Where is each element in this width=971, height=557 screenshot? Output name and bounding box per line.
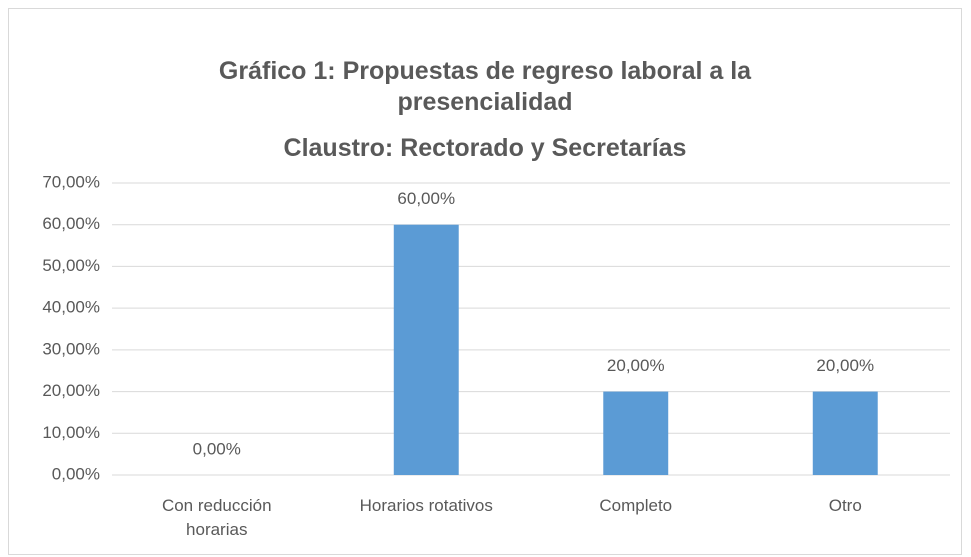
y-tick-label: 20,00% <box>42 381 100 400</box>
chart-frame <box>8 8 962 555</box>
y-tick-label: 70,00% <box>42 172 100 191</box>
bar <box>393 224 459 475</box>
bar <box>812 391 878 475</box>
chart-title: Gráfico 1: Propuestas de regreso laboral… <box>218 57 752 116</box>
bar <box>603 391 669 475</box>
x-tick-label: Horarios rotativos <box>359 496 493 515</box>
chart-subtitle: Claustro: Rectorado y Secretarías <box>283 134 687 162</box>
data-label: 60,00% <box>397 189 455 208</box>
x-tick-label: Completo <box>599 496 673 515</box>
y-tick-label: 10,00% <box>42 423 100 442</box>
data-label: 20,00% <box>607 356 665 375</box>
y-tick-label: 0,00% <box>52 464 100 483</box>
data-label: 0,00% <box>193 439 241 458</box>
x-tick-label: Otro <box>828 496 862 515</box>
data-label: 20,00% <box>816 356 874 375</box>
y-tick-label: 40,00% <box>42 298 100 317</box>
y-tick-label: 50,00% <box>42 256 100 275</box>
x-tick-label: Con reducción horarias <box>161 496 272 539</box>
y-tick-label: 30,00% <box>42 339 100 358</box>
y-tick-label: 60,00% <box>42 214 100 233</box>
